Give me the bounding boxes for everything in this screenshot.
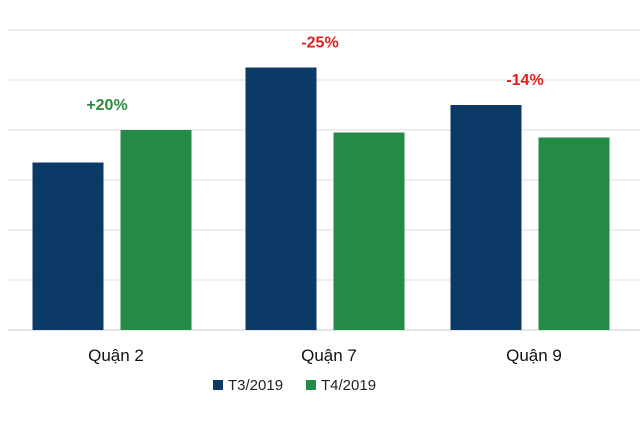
- change-annotation: +20%: [86, 97, 127, 114]
- gridlines: [8, 29, 640, 331]
- change-annotations: +20% -25% -14%: [86, 35, 543, 115]
- bar-T4/2019-Quận 2: [120, 130, 192, 330]
- legend-swatch: [306, 380, 316, 390]
- change-annotation: -25%: [301, 35, 338, 52]
- change-annotation: -14%: [506, 72, 543, 89]
- legend-label: T3/2019: [228, 377, 283, 394]
- bar-T3/2019-Quận 2: [32, 162, 104, 330]
- bar-T4/2019-Quận 9: [538, 137, 610, 330]
- x-axis-ticks: Quận 2 Quận 7 Quận 9: [88, 346, 562, 365]
- bars: [32, 67, 610, 330]
- bar-T4/2019-Quận 7: [333, 132, 405, 330]
- legend: T3/2019 T4/2019: [213, 377, 376, 394]
- x-tick-label: Quận 2: [88, 346, 144, 365]
- bar-T3/2019-Quận 7: [245, 67, 317, 330]
- bar-T3/2019-Quận 9: [450, 105, 522, 330]
- legend-swatch: [213, 380, 223, 390]
- x-tick-label: Quận 7: [301, 346, 357, 365]
- x-tick-label: Quận 9: [506, 346, 562, 365]
- legend-label: T4/2019: [321, 377, 376, 394]
